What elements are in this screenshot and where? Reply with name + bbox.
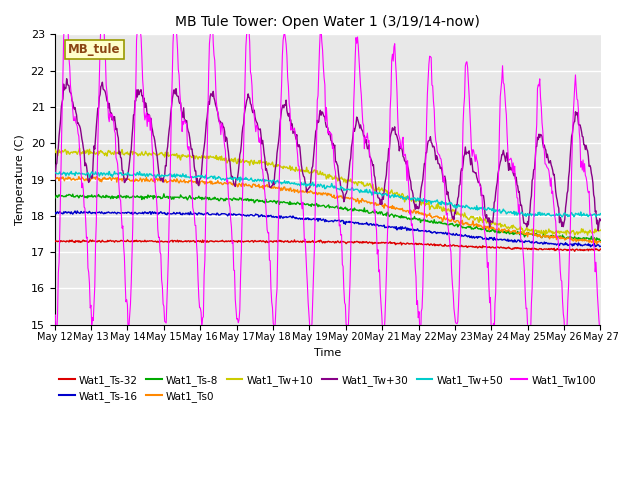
X-axis label: Time: Time (314, 348, 341, 358)
Text: MB_tule: MB_tule (68, 43, 121, 56)
Y-axis label: Temperature (C): Temperature (C) (15, 134, 25, 225)
Title: MB Tule Tower: Open Water 1 (3/19/14-now): MB Tule Tower: Open Water 1 (3/19/14-now… (175, 15, 480, 29)
Legend: Wat1_Ts-32, Wat1_Ts-16, Wat1_Ts-8, Wat1_Ts0, Wat1_Tw+10, Wat1_Tw+30, Wat1_Tw+50,: Wat1_Ts-32, Wat1_Ts-16, Wat1_Ts-8, Wat1_… (55, 371, 600, 406)
